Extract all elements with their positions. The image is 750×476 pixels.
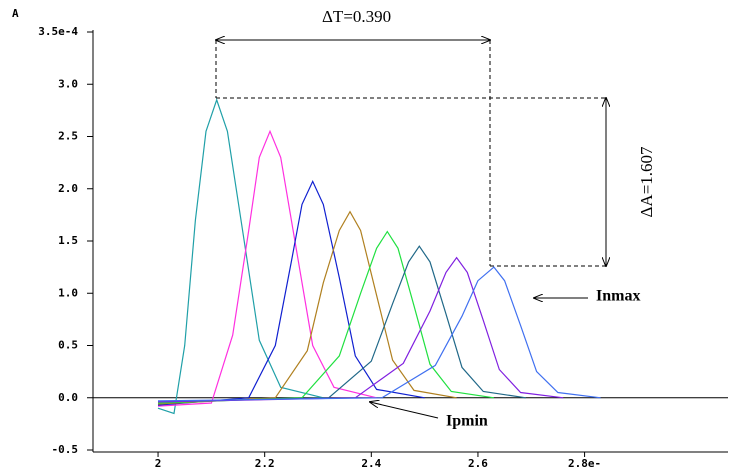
y-axis-label: A [12, 7, 19, 20]
annotation-lines [216, 40, 606, 419]
series-line [157, 230, 494, 404]
x-tick-label: 2.2 [255, 457, 275, 470]
series-line [157, 245, 526, 403]
delta-t-label: ΔT=0.390 [322, 7, 391, 26]
series-line [157, 256, 564, 403]
y-tick-label: 1.5 [58, 234, 78, 247]
y-tick-label: 0.0 [58, 391, 78, 404]
series-line [157, 129, 377, 407]
x-tick-label: 2 [155, 457, 162, 470]
x-tick-label: 2.4 [361, 457, 381, 470]
series-line [157, 210, 457, 405]
x-tick-label: 2.8e- [568, 457, 601, 470]
y-tick-label: 2.0 [58, 182, 78, 195]
y-tick-label: 3.5e-4 [38, 25, 78, 38]
y-tick-label: 0.5 [58, 339, 78, 352]
series-line [157, 266, 601, 402]
x-tick-label: 2.6 [468, 457, 488, 470]
delta-a-label: ΔA=1.607 [637, 146, 656, 218]
y-tick-label: 1.0 [58, 286, 78, 299]
y-tick-label: 3.0 [58, 77, 78, 90]
y-tick-label: -0.5 [52, 443, 79, 456]
series-line [157, 179, 425, 406]
ipmin-label: Ipmin [446, 413, 488, 430]
inmax-label: Inmax [596, 288, 640, 305]
y-tick-label: 2.5 [58, 130, 78, 143]
series-line [157, 98, 324, 415]
